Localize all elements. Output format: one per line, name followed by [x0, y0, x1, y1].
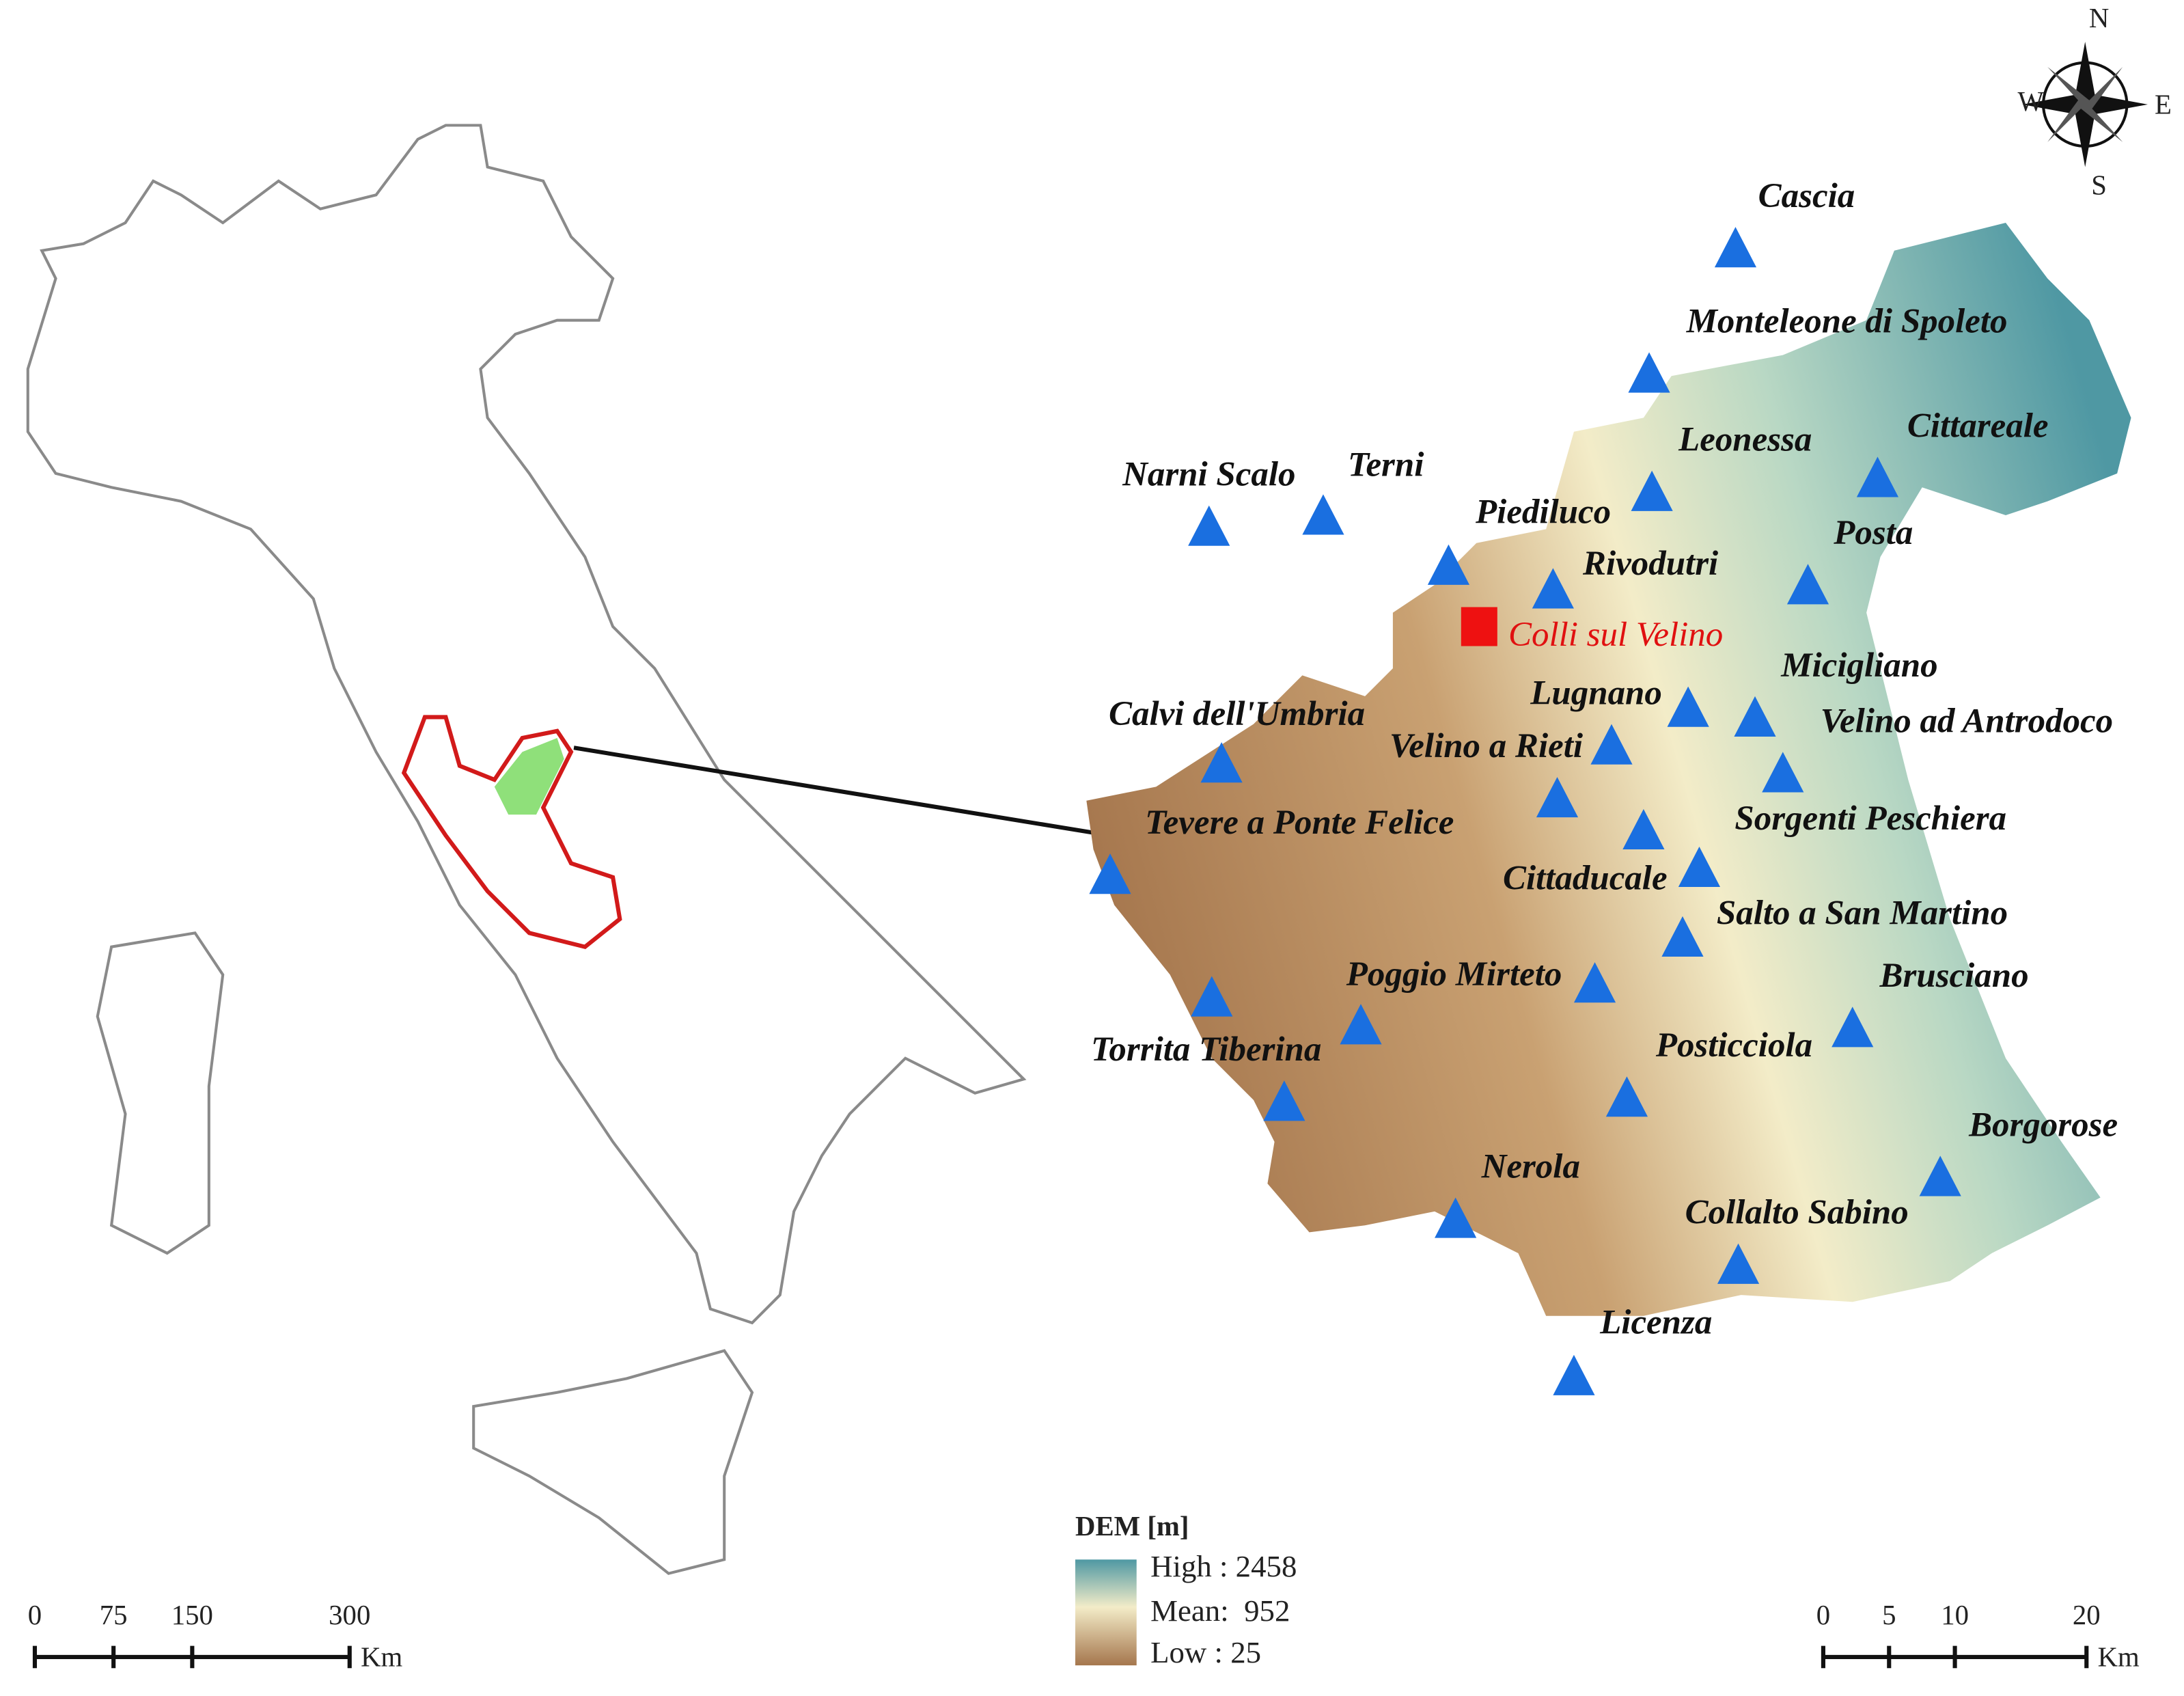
scale-tick-label: 20 [2073, 1600, 2101, 1630]
station-label: Narni Scalo [1122, 456, 1295, 494]
station-marker [1188, 505, 1230, 546]
station-marker [1856, 456, 1899, 497]
scale-tick-label: 75 [100, 1600, 128, 1630]
scale-bars: 0 75 150 300 Km 0 5 10 20 Km [28, 1600, 2140, 1672]
highlight-label: Colli sul Velino [1508, 616, 1723, 654]
scale-tick-label: 10 [1941, 1600, 1969, 1630]
study-area-inset [494, 738, 564, 815]
station-marker [1919, 1155, 1961, 1196]
legend-low: Low : 25 [1150, 1635, 1261, 1669]
legend-high: High : 2458 [1150, 1549, 1297, 1583]
sicily [472, 1349, 754, 1575]
station-markers [1089, 227, 1961, 1395]
station-label: Micigliano [1780, 646, 1937, 685]
legend-mean: Mean: 952 [1150, 1594, 1290, 1628]
scale-tick-label: 150 [171, 1600, 213, 1630]
station-labels: Cascia Monteleone di Spoleto Leonessa Citta… [1091, 177, 2118, 1342]
station-marker [1631, 470, 1673, 511]
station-marker [1762, 752, 1804, 793]
station-marker [1678, 846, 1721, 888]
station-marker [1536, 777, 1579, 818]
station-marker [1573, 962, 1616, 1003]
scale-unit: Km [2098, 1641, 2140, 1672]
station-marker [1622, 808, 1665, 850]
connector-line [573, 746, 1111, 838]
station-label: Monteleone di Spoleto [1686, 302, 2008, 340]
station-label: Posta [1833, 514, 1913, 552]
station-label: Collalto Sabino [1685, 1194, 1909, 1232]
station-marker [1191, 976, 1233, 1017]
station-label: Lugnano [1530, 674, 1662, 713]
scale-tick-label: 5 [1882, 1600, 1896, 1630]
station-marker [1628, 352, 1670, 393]
station-label: Posticciola [1655, 1026, 1812, 1065]
station-label: Cittareale [1907, 407, 2049, 445]
station-label: Borgorose [1968, 1106, 2118, 1144]
legend-ramp [1075, 1559, 1137, 1666]
italy-outline [26, 124, 1027, 1575]
sardinia [96, 931, 225, 1255]
station-marker [1661, 916, 1704, 957]
station-marker [1734, 696, 1776, 737]
station-marker [1435, 1197, 1477, 1238]
station-label: Piediluco [1475, 493, 1611, 532]
scale-unit: Km [361, 1641, 402, 1672]
legend: DEM [m] High : 2458 Mean: 952 Low : 25 [1075, 1511, 1297, 1669]
station-marker [1200, 742, 1243, 783]
station-marker [1590, 724, 1633, 765]
station-label: Torrita Tiberina [1091, 1030, 1321, 1069]
station-marker [1605, 1076, 1648, 1117]
station-marker [1717, 1243, 1760, 1284]
scale-tick-label: 0 [28, 1600, 42, 1630]
scale-tick-label: 0 [1816, 1600, 1830, 1630]
station-label: Nerola [1481, 1147, 1580, 1186]
station-label: Cascia [1758, 177, 1855, 215]
scale-tick-label: 300 [329, 1600, 370, 1630]
station-label: Calvi dell'Umbria [1109, 695, 1365, 733]
station-marker [1302, 494, 1344, 535]
station-marker [1340, 1004, 1382, 1045]
station-label: Brusciano [1879, 957, 2029, 995]
lazio-outline [401, 715, 622, 950]
station-label: Sorgenti Peschiera [1734, 799, 2006, 838]
compass-rose: N W E S [2017, 3, 2171, 201]
station-label: Licenza [1599, 1304, 1712, 1342]
highlight-marker [1461, 607, 1497, 646]
station-marker [1831, 1007, 1874, 1048]
station-label: Leonessa [1678, 421, 1812, 459]
station-marker [1427, 544, 1470, 585]
station-label: Velino a Rieti [1390, 727, 1583, 765]
station-marker [1263, 1080, 1305, 1121]
compass-n: N [2089, 3, 2109, 33]
dem-region [1086, 223, 2131, 1316]
station-label: Cittaducale [1503, 860, 1668, 898]
station-marker [1667, 686, 1709, 727]
station-label: Rivodutri [1582, 545, 1718, 583]
station-marker [1553, 1354, 1595, 1395]
station-marker [1786, 564, 1829, 605]
station-marker [1714, 227, 1757, 268]
compass-s: S [2091, 169, 2107, 200]
station-label: Poggio Mirteto [1346, 955, 1562, 994]
legend-title: DEM [m] [1075, 1511, 1189, 1542]
compass-e: E [2155, 89, 2172, 120]
station-label: Tevere a Ponte Felice [1145, 804, 1454, 842]
station-marker [1532, 568, 1574, 609]
compass-star-diag [2047, 66, 2123, 142]
station-marker [1089, 853, 1131, 894]
station-label: Salto a San Martino [1717, 894, 2008, 933]
mainland [26, 124, 1027, 1325]
compass-w: W [2017, 86, 2044, 117]
station-label: Velino ad Antrodoco [1821, 702, 2113, 740]
station-label: Terni [1348, 446, 1424, 484]
